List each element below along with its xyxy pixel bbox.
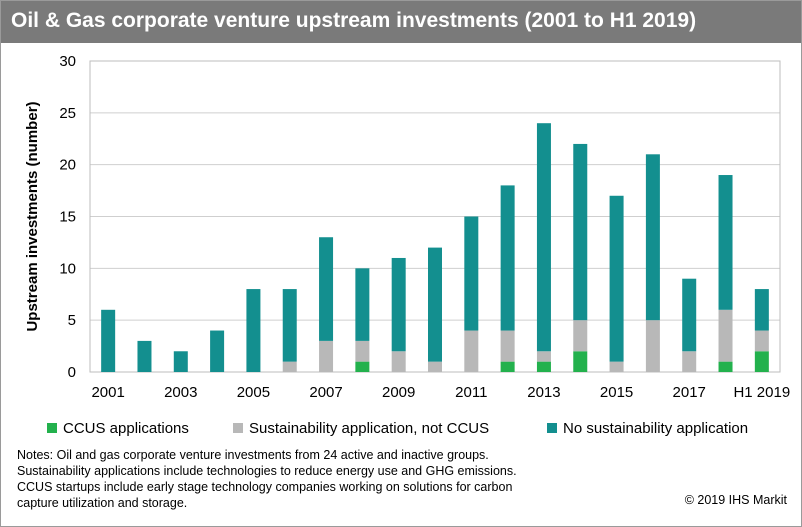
- legend-label-no-sustainability: No sustainability application: [563, 420, 749, 437]
- bar-segment: [391, 351, 406, 372]
- y-tick-label: 15: [59, 209, 76, 226]
- bar-segment: [718, 361, 733, 372]
- bar-segment: [355, 361, 370, 372]
- bar-segment: [536, 123, 551, 352]
- bar-segment: [319, 237, 334, 341]
- bar-segment: [536, 351, 551, 362]
- x-tick-label: 2001: [91, 384, 124, 401]
- bar-segment: [500, 185, 515, 331]
- legend-swatch-sustainability: [233, 423, 243, 433]
- bar-segment: [428, 361, 442, 372]
- bar-segment: [609, 361, 624, 372]
- y-tick-label: 0: [68, 364, 76, 381]
- bar-segment: [428, 247, 442, 362]
- bar-segment: [464, 330, 479, 372]
- bar-segment: [682, 351, 697, 372]
- bar-segment: [319, 340, 334, 372]
- notes-line: CCUS startups include early stage techno…: [17, 480, 513, 494]
- notes-line: capture utilization and storage.: [17, 496, 188, 510]
- notes-line: Notes: Oil and gas corporate venture inv…: [17, 448, 489, 462]
- bar-segment: [137, 340, 152, 372]
- x-tick-label: 2005: [237, 384, 270, 401]
- bar-segment: [718, 175, 733, 310]
- bar-segment: [282, 361, 297, 372]
- notes: Notes: Oil and gas corporate venture inv…: [17, 447, 517, 511]
- notes-line: Sustainability applications include tech…: [17, 464, 517, 478]
- x-tick-label: 2003: [164, 384, 197, 401]
- bar-segment: [682, 278, 697, 352]
- bar-segment: [101, 309, 116, 372]
- y-tick-label: 5: [68, 312, 76, 329]
- bar-segment: [355, 340, 370, 362]
- x-tick-label: 2011: [455, 384, 487, 401]
- legend-item-ccus: CCUS applications: [47, 420, 189, 437]
- bar-segment: [754, 330, 769, 352]
- bar-segment: [391, 257, 406, 352]
- bar-segment: [609, 195, 624, 362]
- x-tick-label: 2017: [673, 384, 706, 401]
- legend-item-sustainability: Sustainability application, not CCUS: [233, 420, 489, 437]
- bar-segment: [754, 351, 769, 372]
- legend-swatch-ccus: [47, 423, 57, 433]
- x-tick-label: 2013: [527, 384, 560, 401]
- y-axis-label: Upstream investments (number): [24, 101, 41, 331]
- bar-segment: [282, 289, 297, 362]
- bar-segment: [210, 330, 225, 372]
- chart-plot: 0 5 10 15 20 25 30 Upstream investments (number…: [24, 53, 790, 401]
- bar-segment: [500, 330, 515, 362]
- y-tick-label: 20: [59, 157, 76, 174]
- legend-label-ccus: CCUS applications: [63, 420, 189, 437]
- x-tick-label: 2007: [309, 384, 342, 401]
- legend-swatch-no-sustainability: [547, 423, 557, 433]
- bar-segment: [536, 361, 551, 372]
- bar-segment: [464, 216, 479, 331]
- x-tick-label: H1 2019: [733, 384, 790, 401]
- bar-segment: [718, 309, 733, 362]
- copyright: © 2019 IHS Markit: [684, 493, 787, 507]
- bar-segment: [645, 154, 660, 321]
- bar-segment: [573, 351, 588, 372]
- bar-segment: [754, 289, 769, 331]
- bar-segment: [645, 320, 660, 372]
- y-tick-label: 10: [59, 260, 76, 277]
- bar-segment: [173, 351, 188, 372]
- bar-segment: [246, 289, 261, 372]
- bar-segment: [500, 361, 515, 372]
- legend-label-sustainability: Sustainability application, not CCUS: [249, 420, 490, 437]
- y-tick-label: 25: [59, 105, 76, 122]
- legend-item-no-sustainability: No sustainability application: [547, 420, 748, 437]
- bar-segment: [573, 143, 588, 321]
- x-tick-label: 2015: [600, 384, 633, 401]
- x-tick-label: 2009: [382, 384, 415, 401]
- chart-title: Oil & Gas corporate venture upstream inv…: [11, 9, 697, 32]
- title-bar: Oil & Gas corporate venture upstream inv…: [1, 1, 801, 43]
- bar-segment: [573, 320, 588, 352]
- y-tick-label: 30: [59, 53, 76, 70]
- bar-segment: [355, 268, 370, 341]
